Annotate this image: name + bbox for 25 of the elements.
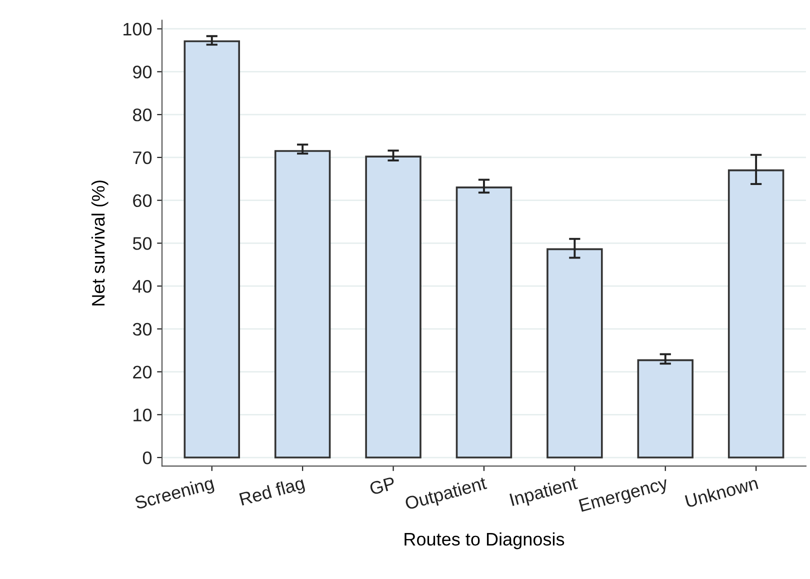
y-tick-label: 10 [134,408,152,422]
x-tick-label: Unknown [684,476,758,508]
y-tick-label: 70 [133,151,152,164]
y-tick-label: 80 [132,108,152,122]
x-tick-label: GP [369,476,396,496]
y-tick-label: 50 [132,237,152,250]
bar [184,40,240,458]
y-tick-label: 0 [142,451,152,464]
bar [637,359,694,458]
y-tick-label: 100 [124,22,152,36]
x-axis-title: Routes to Diagnosis [404,532,564,550]
bar [365,156,422,458]
y-tick-label: 30 [132,322,152,336]
bar [728,169,784,458]
y-tick-label: 90 [133,66,152,78]
y-tick-label: 20 [133,366,152,379]
x-tick-label: Inpatient [509,476,579,510]
y-tick-label: 40 [132,280,152,293]
x-tick-label: Screening [134,476,216,513]
bar [546,248,603,458]
bar [274,150,331,458]
y-axis-title: Net survival (%) [91,180,108,306]
bar [456,186,512,458]
y-tick-label: 60 [133,194,152,208]
x-tick-label: Red flag [239,476,306,510]
